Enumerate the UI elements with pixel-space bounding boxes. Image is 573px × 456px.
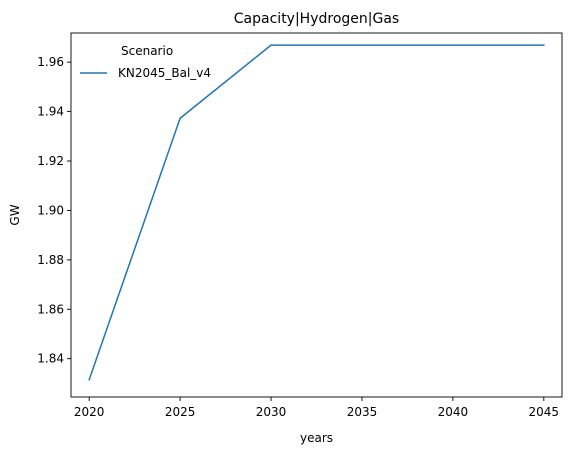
plot-frame [70, 32, 563, 398]
y-tick-label: 1.94 [37, 105, 64, 119]
x-tick-label: 2035 [347, 405, 378, 419]
y-tick-label: 1.86 [37, 302, 64, 316]
legend-entry-label: KN2045_Bal_v4 [118, 66, 211, 80]
x-axis: 2020 2025 2030 2035 2040 2045 [74, 397, 559, 419]
y-axis-label: GW [8, 204, 22, 225]
plot-area [70, 32, 563, 398]
legend-title: Scenario [121, 44, 173, 58]
x-tick-label: 2020 [74, 405, 105, 419]
x-axis-label: years [300, 431, 333, 445]
series-line-0 [88, 44, 545, 381]
x-tick-label: 2025 [165, 405, 196, 419]
series-layer [88, 44, 545, 381]
y-tick-label: 1.90 [37, 203, 64, 217]
chart-title: Capacity|Hydrogen|Gas [234, 11, 399, 27]
y-tick-label: 1.88 [37, 253, 64, 267]
legend: Scenario KN2045_Bal_v4 [80, 44, 211, 80]
y-axis: 1.84 1.86 1.88 1.90 1.92 1.94 1.96 [37, 55, 71, 366]
x-tick-label: 2040 [438, 405, 469, 419]
y-tick-label: 1.92 [37, 154, 64, 168]
x-tick-label: 2030 [256, 405, 287, 419]
x-tick-label: 2045 [529, 405, 560, 419]
y-tick-label: 1.84 [37, 352, 64, 366]
y-tick-label: 1.96 [37, 55, 64, 69]
